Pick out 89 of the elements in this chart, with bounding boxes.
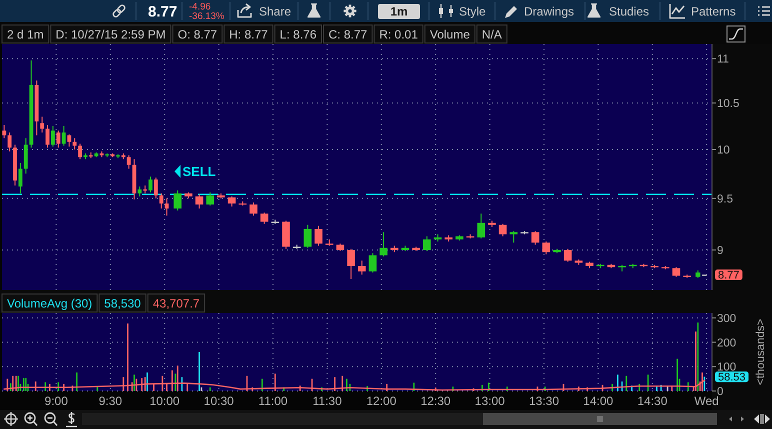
- candlestick: [553, 248, 561, 254]
- candlestick: [661, 266, 670, 270]
- candlestick: [347, 248, 355, 280]
- text: -36.13%: [189, 11, 225, 22]
- text: 43,707.7: [152, 296, 200, 310]
- x-tick-label: 12:00: [366, 394, 397, 408]
- x-tick-label: 9:30: [98, 394, 122, 408]
- y-axis-title: <thousands>: [755, 318, 767, 386]
- text: L: 8.76: [280, 28, 317, 42]
- candlestick: [304, 224, 312, 248]
- text: C: 8.77: [328, 28, 368, 42]
- x-tick-label: 13:00: [474, 394, 506, 408]
- y-tick-label: 9: [717, 244, 724, 257]
- candlestick: [238, 201, 247, 206]
- candlestick: [174, 190, 182, 211]
- candlestick: [444, 235, 452, 242]
- chart-title: VolumeAvg (30): [7, 296, 92, 310]
- text: Patterns: [691, 4, 736, 18]
- text: R: 0.01: [379, 28, 418, 42]
- candlestick: [228, 196, 236, 206]
- candlestick: [510, 231, 518, 243]
- candlestick: [672, 267, 680, 277]
- candlestick: [260, 212, 268, 224]
- candlestick: [466, 234, 474, 238]
- candlestick: [618, 264, 626, 272]
- candlestick: [217, 193, 225, 198]
- text: Share: [259, 4, 292, 18]
- y-tick-label: 9.5: [717, 193, 733, 206]
- candlestick: [401, 246, 410, 252]
- x-tick-label: Wed: [694, 394, 719, 408]
- candlestick: [282, 220, 290, 249]
- text: Volume: [430, 28, 470, 42]
- candlestick: [683, 274, 691, 278]
- annotation: 58.53: [718, 372, 746, 384]
- candlestick: [380, 232, 388, 256]
- candlestick: [271, 220, 280, 224]
- candlestick: [390, 246, 398, 252]
- candlestick: [477, 214, 486, 238]
- candlestick: [184, 192, 192, 198]
- y-tick-label: 100: [717, 362, 736, 374]
- candlestick: [206, 192, 214, 206]
- x-tick-label: 10:00: [150, 394, 180, 408]
- candlestick: [195, 194, 204, 209]
- candlestick: [520, 231, 528, 234]
- candlestick: [336, 244, 344, 252]
- text: 8.77: [148, 4, 178, 20]
- text: Studies: [609, 4, 650, 18]
- x-tick-label: 11:00: [258, 394, 288, 408]
- chart-title: 2 d 1m: [7, 28, 44, 42]
- candlestick: [498, 224, 507, 236]
- text: Drawings: [524, 4, 574, 18]
- candlestick: [314, 226, 322, 246]
- candlestick: [564, 248, 572, 262]
- candlestick: [368, 253, 377, 272]
- candlestick: [250, 202, 258, 216]
- x-tick-label: 13:30: [528, 394, 560, 408]
- x-tick-label: 10:30: [204, 394, 234, 408]
- candlestick: [434, 234, 442, 242]
- candlestick: [325, 239, 334, 246]
- text: N/A: [482, 28, 502, 42]
- text: D: 10/27/15 2:59 PM: [56, 28, 166, 42]
- text: O: 8.77: [178, 28, 218, 42]
- y-tick-label: 10.5: [717, 98, 740, 110]
- x-tick-label: 14:30: [637, 394, 668, 408]
- y-tick-label: 300: [717, 312, 736, 325]
- legend-label: SELL: [182, 164, 216, 179]
- annotation: 8.77: [718, 270, 740, 282]
- y-tick-label: 10: [717, 144, 730, 157]
- candlestick: [586, 262, 594, 268]
- text: Style: [459, 4, 486, 18]
- candlestick: [531, 231, 540, 245]
- candlestick: [358, 260, 366, 275]
- y-tick-label: 0: [717, 386, 724, 398]
- candlestick: [456, 235, 464, 240]
- candlestick: [412, 246, 420, 252]
- candlestick: [488, 220, 496, 227]
- x-tick-label: 11:30: [312, 394, 342, 408]
- text: -4.96: [189, 2, 211, 12]
- text: 58,530: [104, 296, 142, 310]
- candlestick: [542, 242, 550, 254]
- text: 1m: [390, 4, 408, 18]
- x-tick-label: 12:30: [420, 394, 451, 408]
- y-tick-label: 11: [717, 54, 729, 66]
- x-tick-label: 9:00: [44, 394, 68, 408]
- candlestick: [423, 236, 431, 252]
- text: H: 8.77: [229, 28, 268, 42]
- candlestick: [574, 260, 583, 265]
- y-tick-label: 200: [717, 337, 736, 350]
- x-tick-label: 14:00: [583, 394, 614, 408]
